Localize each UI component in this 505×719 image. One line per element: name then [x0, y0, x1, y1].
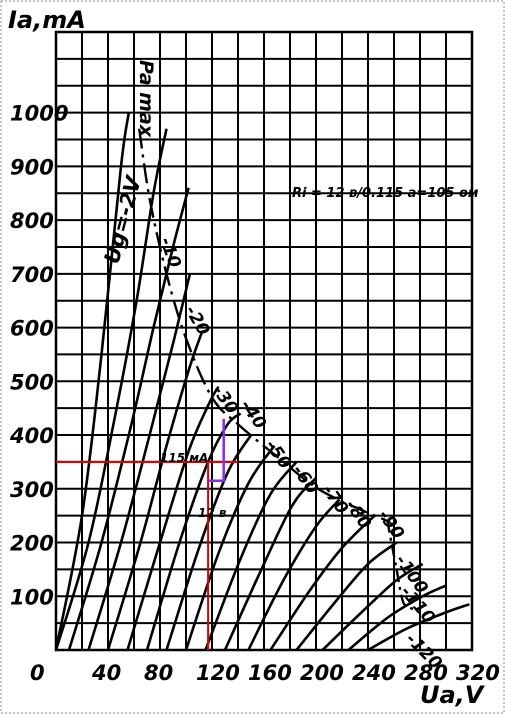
y-tick-label: 500 [10, 370, 54, 394]
y-tick-label: 400 [9, 424, 54, 448]
characteristic-curve [67, 187, 190, 651]
characteristic-curve [223, 477, 317, 651]
x-axis-label: Ua,V [420, 681, 486, 709]
pa-max-label: Pa max [135, 60, 157, 138]
characteristic-curve [321, 562, 424, 651]
characteristic-curve [367, 603, 470, 652]
tick-labels: 0 40 80 120 160 200 240 280 320 100 200 300 400 500 60… [9, 102, 500, 685]
characteristic-curve [54, 128, 168, 651]
characteristic-curve [295, 541, 398, 651]
y-tick-label: 1000 [10, 102, 68, 126]
curve-label: -90 [374, 506, 408, 543]
characteristic-curve [106, 332, 203, 651]
curves-group [54, 112, 470, 652]
current-annotation: 115 мА [160, 451, 208, 465]
y-tick-label: 600 [10, 317, 54, 341]
characteristic-curve [145, 412, 242, 651]
y-axis-label: Ia,mA [8, 6, 86, 34]
y-tick-label: 900 [10, 155, 54, 179]
x-tick-label: 120 [196, 661, 240, 685]
characteristic-curve [204, 461, 298, 651]
x-tick-label: 240 [352, 661, 396, 685]
plot-border [54, 30, 474, 652]
x-tick-label: 280 [404, 661, 448, 685]
curve-label: -30 [208, 381, 242, 418]
characteristic-curve [269, 514, 376, 651]
y-tick-label: 300 [10, 478, 54, 502]
delta-triangle [208, 418, 225, 482]
y-tick-label: 200 [10, 532, 54, 556]
x-tick-label: 320 [456, 661, 500, 685]
characteristic-curve [247, 498, 341, 651]
characteristic-curve [54, 112, 131, 651]
characteristic-curve [184, 445, 276, 651]
x-tick-label: 160 [248, 661, 292, 685]
y-tick-label: 800 [10, 209, 54, 233]
y-tick-label: 100 [10, 585, 54, 609]
x-tick-label: 0 [30, 661, 45, 685]
characteristic-curve [87, 273, 192, 651]
curve-label: -110 [396, 582, 439, 628]
voltage-annotation: 12 в [198, 506, 227, 520]
overlays-group [56, 128, 416, 650]
x-tick-label: 200 [300, 661, 344, 685]
x-tick-label: 40 [91, 661, 121, 685]
characteristic-curve [347, 584, 447, 652]
ri-annotation: Ri = 12 в/0.115 а=105 ом [292, 186, 479, 201]
load-line-dashed [386, 520, 416, 611]
x-tick-label: 80 [144, 661, 173, 685]
y-tick-label: 700 [10, 263, 54, 287]
pa-max-curve [138, 128, 388, 523]
